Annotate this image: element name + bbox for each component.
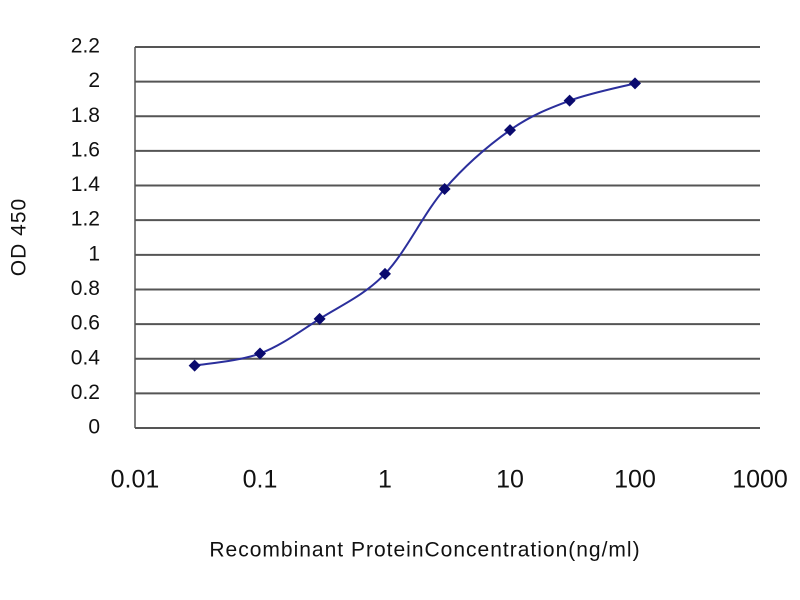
y-tick-label: 0.6: [71, 312, 100, 335]
y-tick-label: 1.4: [71, 173, 101, 196]
x-axis-title: Recombinant ProteinConcentration(ng/ml): [209, 539, 640, 562]
x-tick-label: 1000: [732, 466, 788, 494]
y-tick-label: 1.2: [71, 208, 100, 231]
x-tick-label: 1: [378, 466, 392, 494]
y-tick-label: 1: [88, 242, 100, 265]
x-tick-label: 0.1: [243, 466, 278, 494]
y-tick-label: 2: [88, 69, 100, 92]
y-tick-label: 0.4: [71, 346, 101, 369]
data-marker: [629, 77, 641, 90]
y-tick-label: 1.6: [71, 138, 100, 161]
y-tick-label: 0: [88, 416, 100, 439]
data-marker: [563, 94, 576, 107]
data-line: [194, 82, 636, 367]
y-tick-label: 2.2: [71, 35, 100, 58]
x-tick-label: 10: [496, 466, 524, 494]
x-tick-label: 0.01: [111, 466, 160, 494]
data-marker: [379, 267, 391, 280]
y-axis-title: OD 450: [8, 198, 31, 276]
data-marker: [504, 124, 516, 137]
x-tick-label: 100: [614, 466, 656, 494]
y-tick-label: 1.8: [71, 104, 100, 127]
data-marker: [313, 312, 326, 325]
y-tick-label: 0.8: [71, 277, 100, 300]
y-tick-label: 0.2: [71, 381, 100, 404]
data-marker: [438, 183, 451, 196]
data-marker: [188, 359, 201, 372]
data-marker: [254, 347, 266, 360]
